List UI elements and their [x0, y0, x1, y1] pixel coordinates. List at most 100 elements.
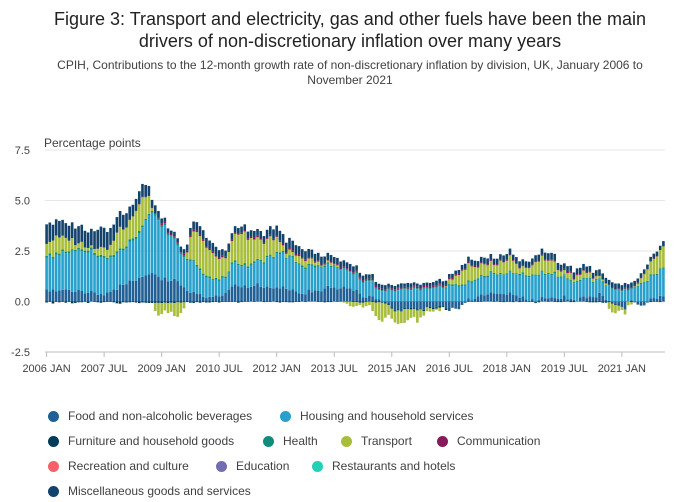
bar-segment — [416, 309, 419, 311]
bar-segment — [153, 213, 157, 215]
legend-item-education[interactable]: Education — [216, 459, 289, 473]
legend-item-communication[interactable]: Communication — [437, 434, 540, 448]
legend-label-food: Food and non-alcoholic beverages — [68, 409, 253, 423]
bar-segment — [54, 254, 58, 292]
bar-segment — [633, 301, 636, 303]
bar-segment — [166, 281, 170, 302]
legend-label-transport: Transport — [361, 434, 412, 448]
bar-segment — [623, 289, 627, 302]
bar-segment — [118, 250, 122, 285]
bar-segment — [639, 273, 643, 278]
legend-item-recreation[interactable]: Recreation and culture — [48, 459, 189, 473]
bar-segment — [518, 275, 521, 298]
bar-segment — [607, 285, 611, 301]
bar-segment — [518, 297, 521, 302]
bar-segment — [189, 292, 192, 302]
bar-segment — [495, 274, 499, 276]
bar-segment — [617, 304, 620, 306]
bar-segment — [556, 277, 560, 299]
bar-segment — [284, 252, 288, 254]
bar-segment — [626, 289, 630, 291]
bar-segment — [163, 223, 167, 226]
bar-segment — [425, 285, 429, 288]
bar-segment — [374, 287, 378, 289]
bar-segment — [243, 263, 247, 265]
bar-segment — [444, 288, 448, 302]
bar-segment — [489, 254, 493, 260]
bar-segment — [594, 297, 598, 302]
bar-segment — [547, 260, 550, 274]
bar-segment — [553, 260, 557, 262]
bar-segment — [205, 298, 208, 302]
bar-segment — [393, 289, 397, 291]
bar-segment — [550, 297, 553, 302]
bar-segment — [511, 273, 515, 295]
bar-segment — [307, 265, 310, 290]
bar-segment — [96, 301, 100, 303]
bar-segment — [451, 286, 454, 302]
bar-segment — [454, 275, 457, 285]
bar-segment — [253, 239, 256, 262]
chart-title: Figure 3: Transport and electricity, gas… — [10, 8, 690, 52]
bar-segment — [64, 237, 68, 252]
bar-segment — [649, 301, 652, 303]
legend-item-restaurants[interactable]: Restaurants and hotels — [312, 459, 455, 473]
legend-item-health[interactable]: Health — [263, 434, 318, 448]
bar-segment — [499, 260, 502, 273]
bar-segment — [205, 277, 208, 299]
bar-segment — [428, 308, 432, 312]
bar-segment — [125, 246, 128, 249]
bar-segment — [80, 301, 84, 303]
legend-item-furniture[interactable]: Furniture and household goods — [48, 434, 234, 448]
bar-segment — [109, 255, 112, 258]
bar-segment — [256, 228, 259, 236]
bar-segment — [649, 261, 652, 275]
bar-segment — [492, 293, 496, 302]
bar-segment — [374, 299, 378, 302]
bar-segment — [531, 264, 534, 266]
bar-segment — [297, 254, 301, 257]
legend-item-food[interactable]: Food and non-alcoholic beverages — [48, 409, 252, 423]
bar-segment — [160, 218, 163, 224]
bar-segment — [499, 274, 502, 295]
bar-segment — [90, 291, 93, 302]
bar-segment — [313, 253, 317, 262]
bar-segment — [511, 272, 515, 274]
bar-segment — [400, 301, 403, 311]
legend-item-transport[interactable]: Transport — [341, 434, 412, 448]
bar-segment — [655, 275, 659, 299]
bar-segment — [316, 265, 320, 267]
bar-segment — [182, 255, 186, 258]
bar-segment — [451, 301, 454, 308]
bar-segment — [169, 302, 173, 312]
bar-segment — [607, 279, 611, 285]
legend-item-housing[interactable]: Housing and household services — [280, 409, 473, 423]
bar-segment — [173, 301, 176, 304]
bar-segment — [476, 296, 480, 302]
bar-segment — [502, 275, 505, 295]
bar-segment — [106, 292, 109, 302]
bar-segment — [137, 233, 141, 278]
bar-segment — [272, 258, 275, 289]
bar-segment — [460, 269, 464, 271]
bar-segment — [237, 301, 240, 303]
bar-segment — [86, 252, 90, 294]
bar-segment — [141, 183, 144, 197]
bar-segment — [86, 232, 90, 248]
bar-segment — [185, 244, 189, 251]
bar-segment — [74, 292, 77, 302]
bar-segment — [163, 217, 167, 222]
bar-segment — [291, 301, 294, 303]
bar-segment — [150, 199, 154, 208]
bar-segment — [284, 288, 288, 302]
bar-segment — [352, 291, 355, 302]
bar-segment — [406, 287, 410, 289]
bar-segment — [147, 195, 151, 197]
bar-segment — [281, 245, 285, 251]
bar-segment — [633, 285, 636, 287]
bar-segment — [470, 281, 473, 283]
legend-item-misc[interactable]: Miscellaneous goods and services — [48, 484, 251, 498]
bar-segment — [185, 260, 189, 291]
bar-segment — [345, 301, 349, 304]
bar-segment — [185, 258, 189, 261]
